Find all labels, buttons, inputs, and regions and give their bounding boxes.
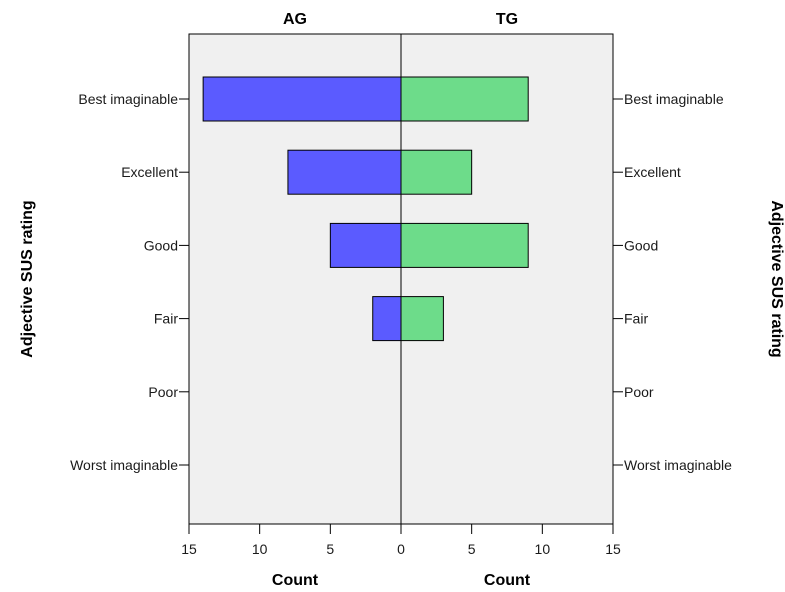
- bar-ag-fair: [372, 296, 402, 342]
- count-tick-label: 5: [468, 541, 476, 557]
- count-tick-label: 15: [181, 541, 197, 557]
- right-cat-label: Fair: [624, 311, 648, 327]
- bar-ag-excellent: [287, 149, 402, 195]
- count-tick-label: 10: [252, 541, 268, 557]
- left-cat-label: Best imaginable: [78, 91, 178, 107]
- left-cat-label: Good: [144, 237, 178, 253]
- right-cat-label: Best imaginable: [624, 91, 724, 107]
- left-cat-label: Poor: [148, 384, 178, 400]
- count-tick-label: 5: [326, 541, 334, 557]
- panel-title-right: TG: [496, 11, 518, 28]
- right-cat-label: Excellent: [624, 164, 681, 180]
- right-cat-label: Good: [624, 237, 658, 253]
- y-axis-title-left: Adjective SUS rating: [19, 200, 36, 357]
- bar-ag-best-imaginable: [202, 76, 402, 122]
- left-cat-label: Fair: [154, 311, 178, 327]
- left-category-axis: Best imaginable Excellent Good Fair Poor Wors…: [70, 91, 189, 473]
- bars: [202, 76, 529, 342]
- bar-tg-good: [400, 222, 529, 268]
- count-tick-label: 15: [605, 541, 621, 557]
- panel-title-left: AG: [283, 11, 307, 28]
- count-axis: 0 5 5 10 10 15 15: [181, 524, 621, 557]
- bar-tg-best-imaginable: [400, 76, 529, 122]
- right-category-axis: Best imaginable Excellent Good Fair Poor Wors…: [613, 91, 732, 473]
- count-tick-label: 0: [397, 541, 405, 557]
- left-cat-label: Excellent: [121, 164, 178, 180]
- x-axis-title-left: Count: [272, 572, 319, 589]
- left-cat-label: Worst imaginable: [70, 457, 178, 473]
- bar-tg-excellent: [400, 149, 473, 195]
- y-axis-title-right: Adjective SUS rating: [768, 200, 785, 357]
- count-tick-label: 10: [535, 541, 551, 557]
- right-cat-label: Worst imaginable: [624, 457, 732, 473]
- right-cat-label: Poor: [624, 384, 654, 400]
- bar-tg-fair: [400, 296, 444, 342]
- bar-ag-good: [329, 222, 402, 268]
- x-axis-title-right: Count: [484, 572, 531, 589]
